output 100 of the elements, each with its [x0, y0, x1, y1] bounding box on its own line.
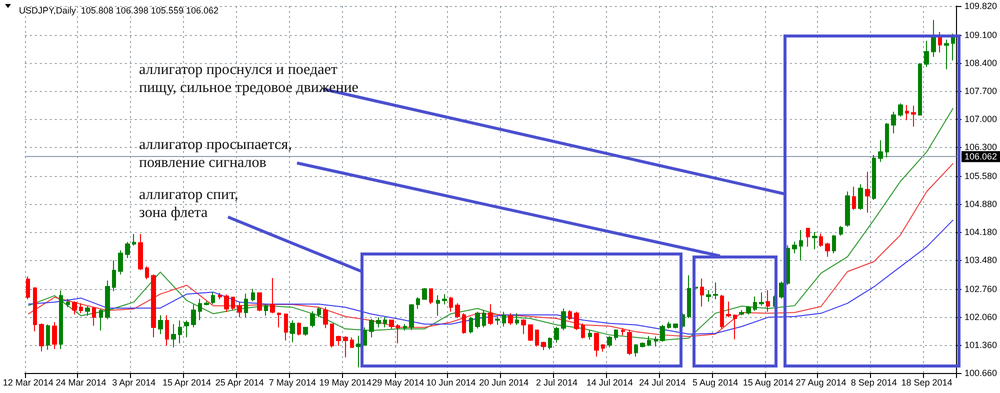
candlestick: [700, 278, 704, 307]
candlestick: [26, 276, 30, 300]
candlestick: [389, 319, 394, 330]
candlestick: [469, 316, 473, 334]
candlestick: [779, 281, 784, 299]
candlestick: [819, 233, 823, 248]
candlestick: [594, 332, 599, 358]
y-tick-label: 108.400: [964, 58, 998, 68]
candlestick: [614, 328, 618, 341]
candlestick: [753, 296, 757, 312]
candlestick: [640, 342, 645, 348]
x-tick-label: 20 Jun 2014: [479, 378, 529, 388]
candlestick: [356, 335, 361, 368]
candlestick: [376, 316, 381, 328]
candlestick: [284, 313, 288, 342]
candlestick: [885, 122, 889, 158]
candlestick: [323, 306, 328, 329]
candlestick: [99, 308, 103, 332]
candlestick: [687, 274, 691, 319]
x-tick-label: 19 May 2014: [319, 378, 372, 388]
candlestick: [792, 241, 797, 254]
candlestick: [59, 290, 63, 350]
candlestick: [521, 318, 526, 335]
candlestick: [52, 322, 57, 350]
line-series: [28, 108, 954, 341]
candlestick: [654, 336, 658, 348]
candlestick: [297, 322, 301, 336]
candlestick: [79, 302, 83, 314]
x-tick-label: 15 Aug 2014: [742, 378, 794, 388]
candlestick: [739, 310, 744, 316]
x-tick-label: 25 Apr 2014: [215, 378, 264, 388]
candlestick: [581, 322, 585, 340]
annotation: аллигатор спит, зона флета: [139, 186, 240, 222]
x-tick-label: 12 Mar 2014: [2, 378, 54, 388]
candlestick: [257, 292, 262, 312]
candlestick: [891, 111, 896, 134]
x-tick-label: 3 Apr 2014: [112, 378, 156, 388]
candlestick: [409, 304, 414, 331]
y-tick-label: 109.820: [964, 1, 998, 11]
candlestick: [858, 184, 863, 210]
candlestick: [812, 231, 817, 250]
candlestick: [290, 320, 295, 343]
candlestick: [799, 229, 803, 261]
candlestick: [482, 310, 486, 328]
candlestick: [713, 282, 718, 300]
candlestick: [403, 324, 407, 332]
candlestick: [39, 322, 44, 352]
x-tick-label: 8 Sep 2014: [850, 378, 897, 388]
candlestick: [277, 312, 281, 328]
y-tick-label: 103.480: [964, 255, 998, 266]
candlestick: [218, 292, 222, 300]
candlestick: [191, 304, 196, 328]
x-tick-label: 24 Mar 2014: [56, 378, 106, 388]
candlestick: [204, 300, 209, 306]
candlestick: [363, 326, 367, 346]
candlestick: [832, 234, 836, 254]
candlestick: [429, 288, 433, 305]
candlestick: [72, 300, 77, 316]
x-tick-label: 24 Jul 2014: [639, 378, 686, 388]
candlestick: [502, 311, 506, 328]
candlestick: [310, 310, 315, 328]
candlestick: [634, 344, 638, 358]
candlestick: [515, 312, 519, 326]
candlestick: [383, 316, 387, 328]
candlestick: [66, 298, 70, 308]
candlestick: [462, 312, 466, 334]
y-tick-label: 106.300: [964, 142, 998, 152]
candlestick: [839, 225, 843, 236]
x-tick-label: 18 Sep 2014: [901, 378, 952, 388]
candlestick: [369, 318, 374, 338]
candlestick: [151, 274, 156, 338]
candlestick: [911, 105, 916, 128]
candlestick: [488, 304, 493, 326]
candlestick: [330, 324, 334, 348]
annotation: аллигатор проснулся и поедает пищу, сильное тредовое движение: [139, 61, 360, 97]
candlestick: [786, 244, 790, 286]
x-tick-label: 5 Aug 2014: [692, 378, 738, 388]
y-tick-label: 104.180: [964, 226, 998, 237]
candlestick: [317, 306, 321, 318]
candlestick: [673, 322, 678, 330]
candlestick: [825, 242, 830, 258]
candlestick: [211, 292, 215, 305]
candlestick: [561, 308, 566, 331]
candlestick: [726, 301, 731, 318]
y-tick-label: 107.700: [964, 86, 998, 96]
candlestick: [303, 326, 308, 336]
candlestick: [178, 320, 182, 344]
y-tick-label: 107.000: [964, 114, 998, 124]
y-tick-label: 100.660: [964, 368, 998, 378]
y-tick-label: 109.100: [964, 30, 998, 40]
candlestick: [607, 336, 612, 348]
candlestick: [125, 241, 130, 259]
candlestick: [145, 266, 149, 280]
candlestick: [264, 304, 268, 316]
chart-title: USDJPY,Daily 105.808 106.398 105.559 106.062: [19, 6, 218, 16]
candlestick: [951, 33, 955, 61]
candlestick: [918, 62, 922, 116]
candlestick: [422, 288, 427, 300]
candlestick: [85, 306, 90, 316]
candlestick: [138, 233, 143, 271]
